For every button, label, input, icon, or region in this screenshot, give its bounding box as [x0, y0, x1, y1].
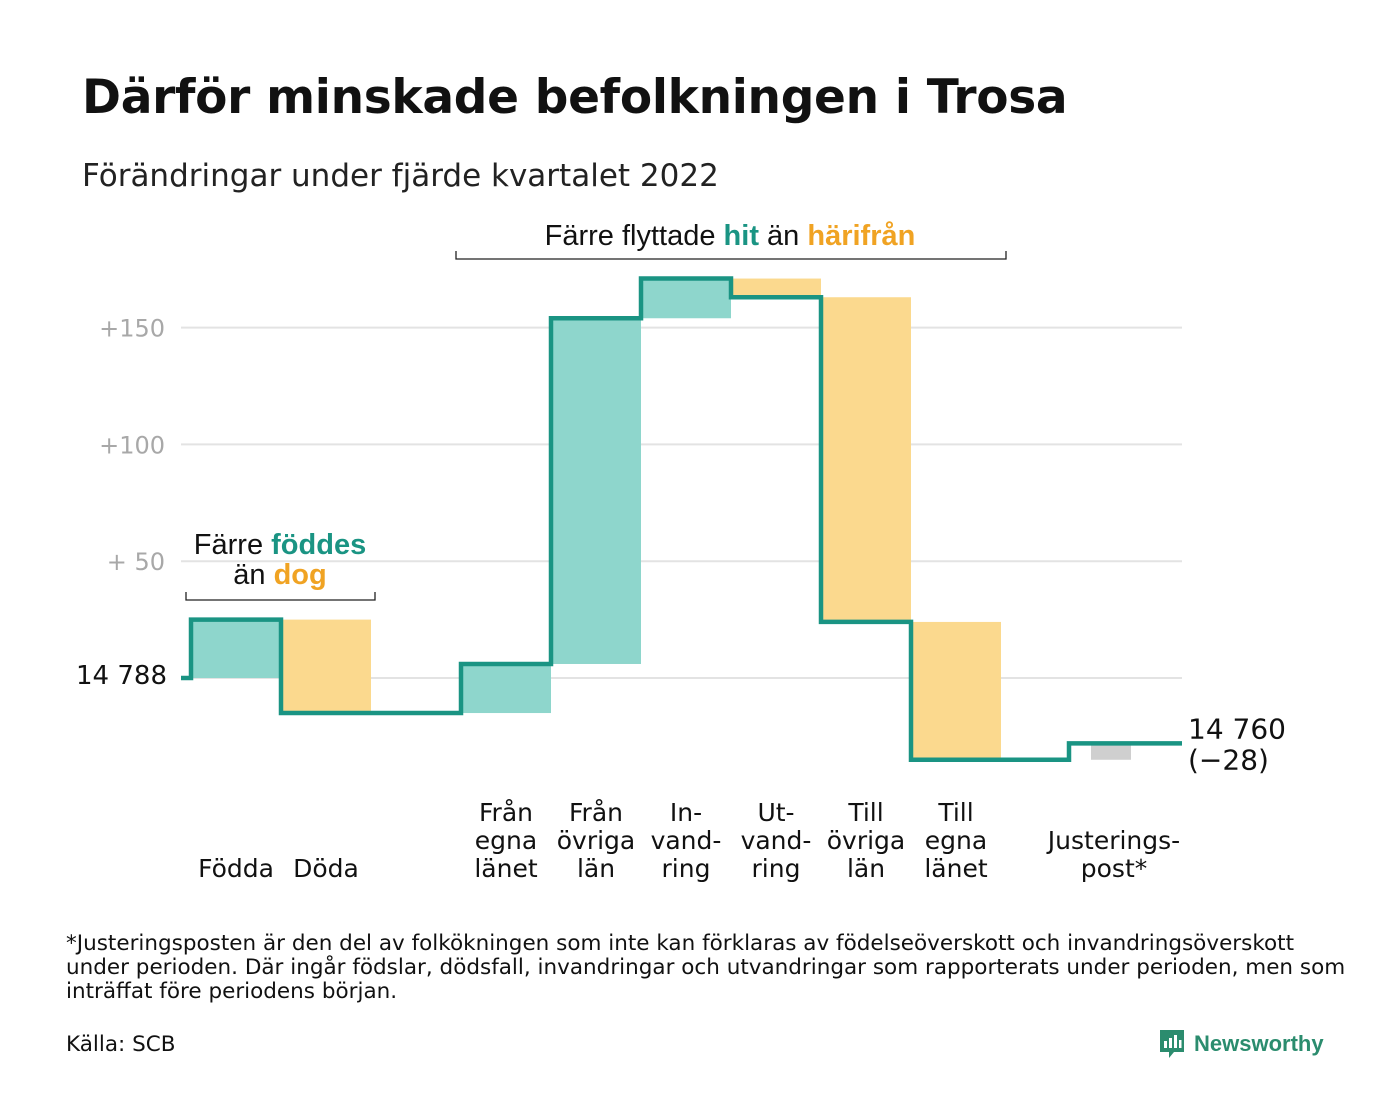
- cumulative-step-line: [181, 276, 1182, 763]
- x-axis-label: ring: [752, 854, 801, 883]
- x-axis-label: övriga: [827, 826, 906, 855]
- bar-decrease: [821, 297, 911, 622]
- x-axis-label: In-: [670, 798, 702, 827]
- x-axis-label: Till: [937, 798, 973, 827]
- bar-decrease: [911, 621, 1001, 760]
- annotation-migration: Färre flyttade hit än härifrån: [545, 220, 916, 252]
- x-axis-label: ring: [662, 854, 711, 883]
- y-tick-label: +100: [99, 431, 165, 459]
- x-axis-label: länet: [924, 854, 987, 883]
- brand-name: Newsworthy: [1194, 1031, 1324, 1056]
- newsworthy-logo-icon: [1160, 1030, 1184, 1058]
- x-axis-label: Ut-: [757, 798, 794, 827]
- x-axis-label: övriga: [557, 826, 636, 855]
- y-tick-label: + 50: [107, 548, 165, 576]
- brand-logo: Newsworthy: [1158, 1026, 1324, 1062]
- bars: [191, 278, 1131, 760]
- y-axis-ticks: + 50 +100 +150 14 788: [76, 315, 167, 691]
- chart-subtitle: Förändringar under fjärde kvartalet 2022: [82, 158, 719, 194]
- source-note: Källa: SCB: [66, 1032, 176, 1057]
- annotation-bracket: [185, 592, 376, 601]
- x-axis-label: Födda: [198, 854, 274, 883]
- x-axis-label: egna: [475, 826, 537, 855]
- bar-adjustment: [1091, 743, 1131, 760]
- x-axis-label: Från: [479, 798, 533, 827]
- x-axis-label: egna: [925, 826, 987, 855]
- x-axis-label: Till: [847, 798, 883, 827]
- x-axis-label: vand-: [741, 826, 812, 855]
- x-axis-label: vand-: [651, 826, 722, 855]
- footnote: *Justeringsposten är den del av folkökni…: [66, 931, 1346, 1004]
- x-axis-label: Döda: [293, 854, 359, 883]
- y-tick-label: +150: [99, 315, 165, 343]
- x-axis-labels: Födda DödaFrånegnalänetFrånövrigalänIn-va…: [198, 798, 1180, 883]
- bar-decrease: [731, 278, 821, 298]
- x-axis-label: Från: [569, 798, 623, 827]
- bar-decrease: [281, 619, 371, 714]
- chart-title: Därför minskade befolkningen i Trosa: [82, 70, 1068, 125]
- annotation-births-deaths: Färre föddes: [194, 529, 366, 561]
- x-axis-label: län: [577, 854, 615, 883]
- x-axis-label: län: [847, 854, 885, 883]
- end-labels: 14 760(−28): [1188, 712, 1286, 776]
- end-change-label: (−28): [1188, 743, 1269, 776]
- x-axis-label: länet: [474, 854, 537, 883]
- bar-increase: [191, 619, 281, 678]
- x-axis-label: post*: [1081, 854, 1148, 883]
- start-value-label: 14 788: [76, 661, 167, 691]
- bar-increase: [641, 278, 731, 319]
- annotation-bracket: [455, 251, 1007, 260]
- bar-increase: [461, 663, 551, 714]
- x-axis-label: Justerings-: [1046, 826, 1180, 855]
- annotation-births-deaths: än dog: [233, 559, 326, 591]
- end-value-label: 14 760: [1188, 712, 1286, 745]
- bar-increase: [551, 318, 641, 664]
